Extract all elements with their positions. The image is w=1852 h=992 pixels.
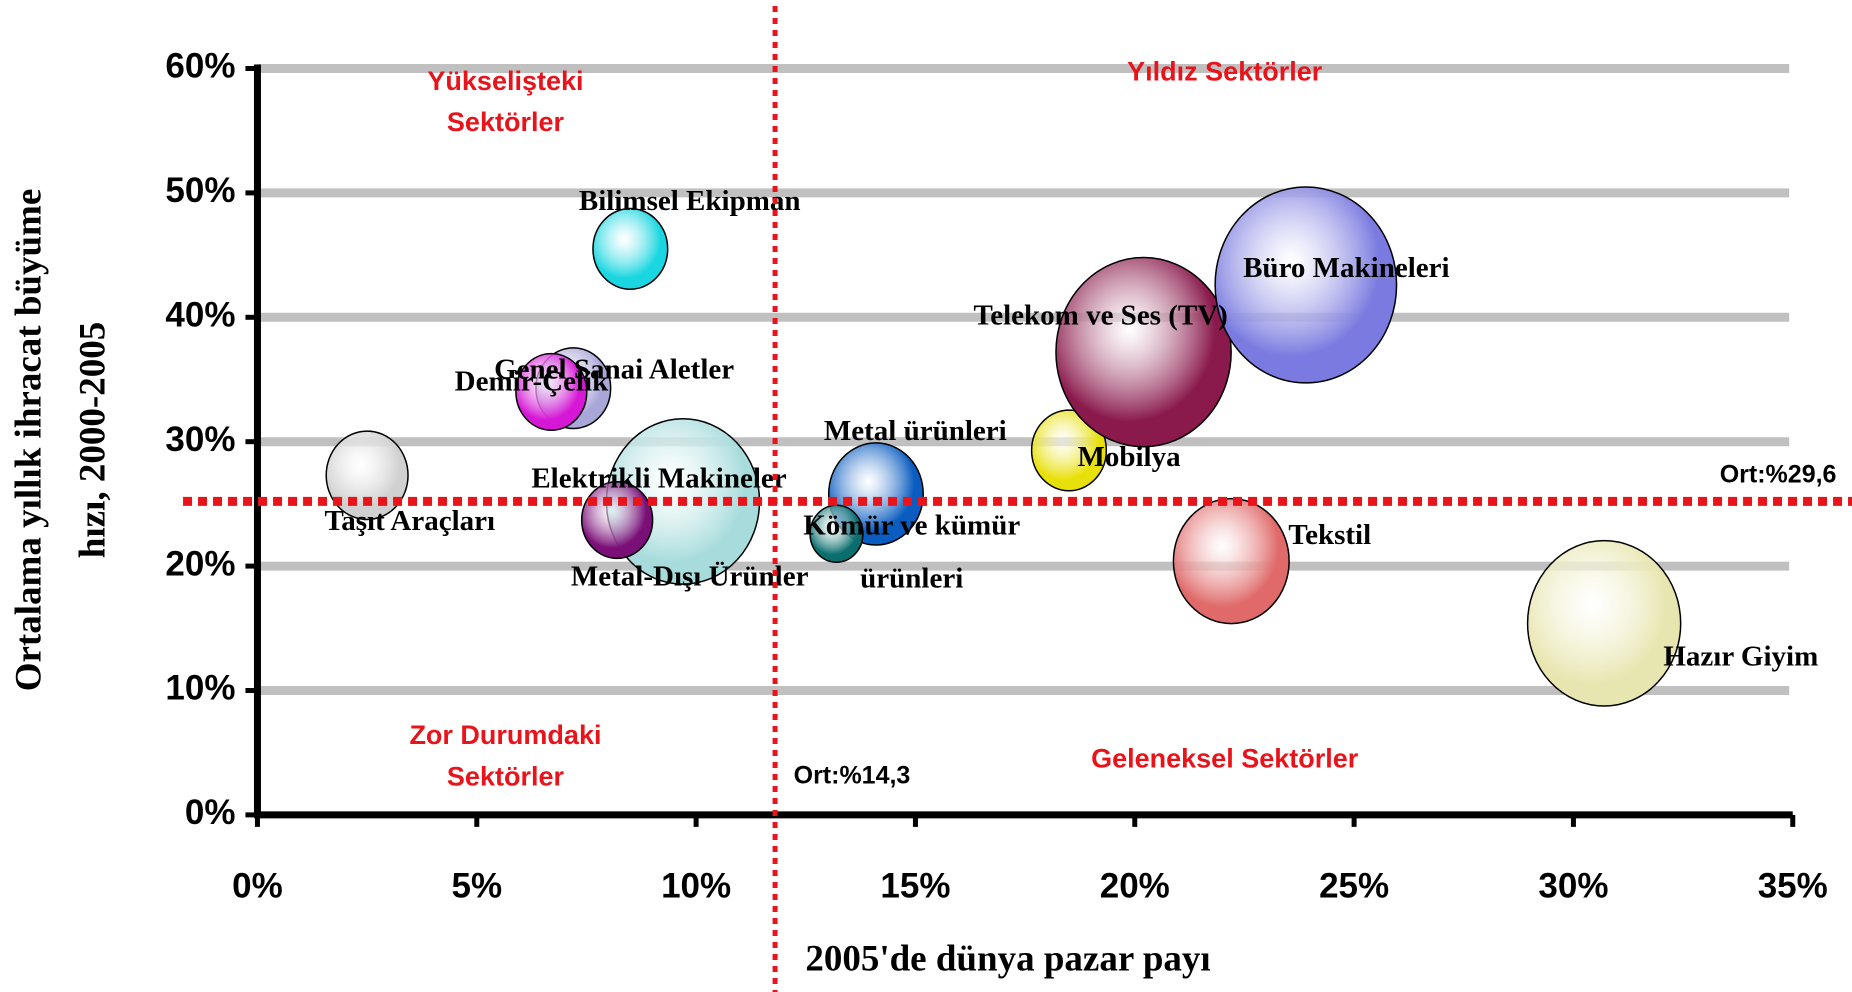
bubble <box>325 430 409 521</box>
bubble <box>1214 186 1398 384</box>
x-axis-label: 2005'de dünya pazar payı <box>805 938 1210 979</box>
bubble <box>1030 409 1108 492</box>
bubble-label: Telekom ve Ses (TV) <box>974 299 1228 331</box>
y-axis-label: hızı, 2000-2005 <box>72 322 113 558</box>
x-tick-label: 15% <box>880 866 950 905</box>
bubble-label: Taşıt Araçları <box>325 505 496 537</box>
y-tick-label: 30% <box>165 420 235 459</box>
bubble-label: Demir-Çelik <box>455 365 609 397</box>
quadrant-label: Sektörler <box>447 761 565 791</box>
bubble <box>592 207 669 290</box>
x-tick-label: 0% <box>232 866 283 905</box>
bubble <box>515 352 588 431</box>
bubble-label: Hazır Giyim <box>1663 641 1818 673</box>
ref-label: Ort:%29,6 <box>1720 461 1837 489</box>
y-tick-label: 50% <box>165 171 235 210</box>
quadrant-label: Geleneksel Sektörler <box>1091 744 1359 774</box>
quadrant-label: Zor Durumdaki <box>409 720 601 750</box>
bubble-label: Bilimsel Ekipman <box>579 185 801 217</box>
x-tick-label: 25% <box>1319 866 1389 905</box>
bubble <box>1526 539 1682 707</box>
bubble-label: Tekstil <box>1288 519 1371 551</box>
y-tick-label: 0% <box>185 793 236 832</box>
bubble-label: Mobilya <box>1077 441 1181 473</box>
x-tick-label: 10% <box>661 866 731 905</box>
y-tick-label: 20% <box>165 544 235 583</box>
bubble <box>1055 256 1232 448</box>
x-tick-label: 5% <box>451 866 502 905</box>
x-tick-label: 35% <box>1758 866 1828 905</box>
bubble-label: Metal-Dışı Ürünler <box>571 560 809 592</box>
bubble-label: Kömür ve kümür <box>803 510 1020 542</box>
x-tick-label: 20% <box>1100 866 1170 905</box>
y-tick-label: 60% <box>165 47 235 86</box>
bubble-label: ürünleri <box>860 563 963 595</box>
bubble-label: Büro Makineleri <box>1243 252 1449 284</box>
bubble-label: Metal ürünleri <box>824 415 1007 447</box>
y-tick-label: 40% <box>165 296 235 335</box>
y-axis-label: Ortalama yıllık ihracat büyüme <box>8 189 49 692</box>
bubble-label: Elektrikli Makineler <box>531 462 786 494</box>
quadrant-label: Yükselişteki <box>427 66 583 96</box>
bubble <box>1172 497 1290 625</box>
ref-label: Ort:%14,3 <box>794 762 911 790</box>
quadrant-label: Yıldız Sektörler <box>1127 56 1323 86</box>
bubble-label: Genel Sanai Aletler <box>494 354 734 386</box>
y-tick-label: 10% <box>165 669 235 708</box>
x-tick-label: 30% <box>1538 866 1608 905</box>
quadrant-label: Sektörler <box>447 107 565 137</box>
